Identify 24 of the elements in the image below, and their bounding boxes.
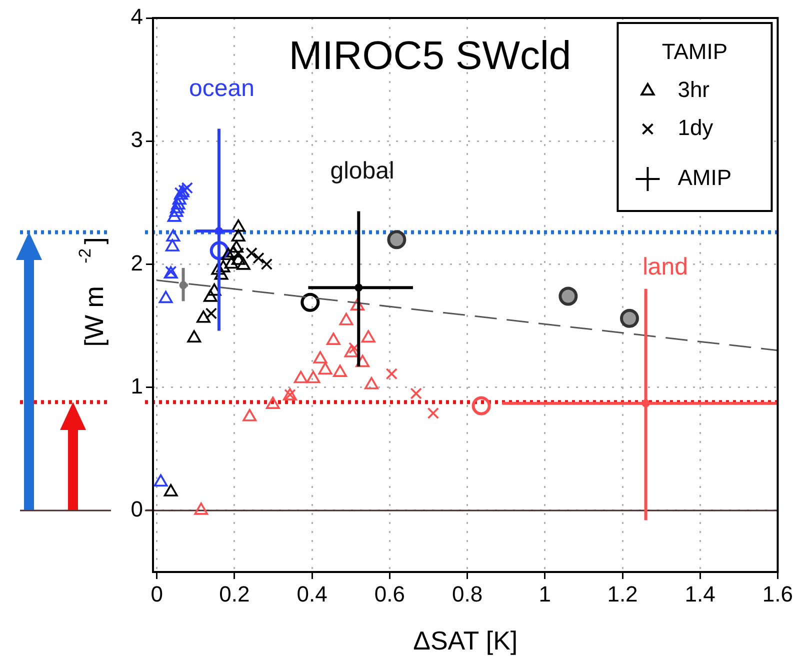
legend-label: AMIP <box>678 165 732 190</box>
x-tick-label: 1.4 <box>684 581 716 606</box>
legend-label: 1dy <box>678 115 714 140</box>
y-tick-label: 2 <box>130 250 143 276</box>
annotation: ocean <box>189 75 254 102</box>
x-tick-label: 1 <box>538 581 552 606</box>
x-axis-title: ΔSAT [K] <box>413 626 518 656</box>
y-tick-label: 4 <box>130 4 143 30</box>
x-tick-label: 0 <box>150 581 164 606</box>
y-tick-label: 0 <box>130 496 143 522</box>
x-tick-label: 1.6 <box>762 581 794 606</box>
x-tick-label: 0.2 <box>219 581 250 606</box>
x-tick-label: 0.6 <box>374 581 405 606</box>
chart-title: MIROC5 SWcld <box>288 34 572 78</box>
x-tick-label: 0.8 <box>452 581 483 606</box>
y-tick-label: 1 <box>130 373 143 398</box>
y-tick-label: 3 <box>130 127 143 152</box>
annotation: global <box>330 158 394 185</box>
legend-title: TAMIP <box>662 39 728 64</box>
x-tick-label: 0.4 <box>296 581 328 606</box>
annotation: land <box>642 253 688 280</box>
y-axis-title: [W m-2] <box>75 237 110 347</box>
x-tick-label: 1.2 <box>607 581 638 606</box>
legend-label: 3hr <box>678 77 710 102</box>
